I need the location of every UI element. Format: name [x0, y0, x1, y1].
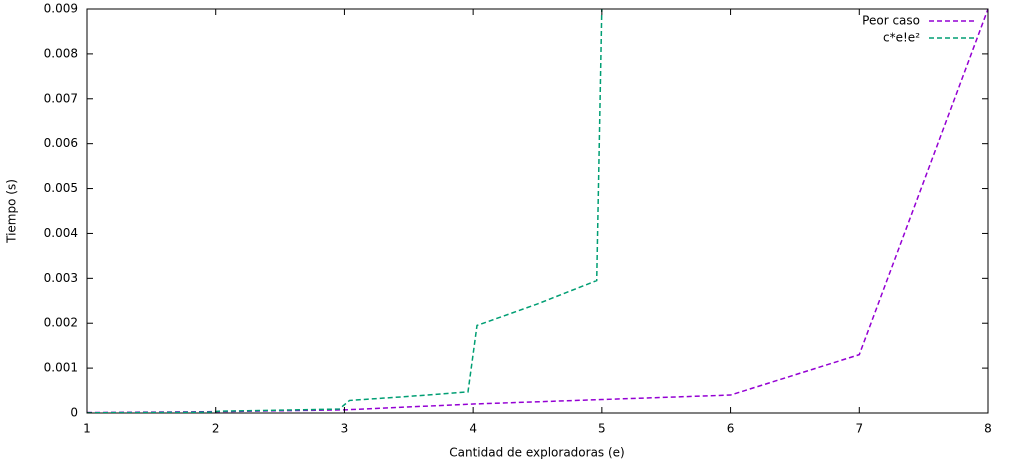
x-axis-label: Cantidad de exploradoras (e): [449, 446, 625, 460]
legend-label: c*e!e²: [883, 31, 920, 45]
y-tick-label: 0: [70, 406, 78, 420]
series-line: [87, 9, 603, 413]
x-tick-label: 7: [855, 422, 863, 436]
x-tick-label: 8: [984, 422, 992, 436]
legend-label: Peor caso: [862, 14, 920, 28]
x-tick-label: 4: [469, 422, 477, 436]
plot-area: [87, 9, 988, 413]
y-axis-label: Tiempo (s): [5, 179, 19, 244]
y-tick-label: 0.005: [44, 181, 78, 195]
x-tick-label: 5: [598, 422, 606, 436]
y-tick-label: 0.004: [44, 226, 78, 240]
series-line: [87, 9, 988, 413]
x-tick-label: 3: [341, 422, 349, 436]
y-tick-label: 0.002: [44, 316, 78, 330]
x-tick-label: 6: [727, 422, 735, 436]
plot-frame: [86, 8, 989, 414]
y-tick-label: 0.008: [44, 46, 78, 60]
y-tick-label: 0.003: [44, 271, 78, 285]
y-tick-label: 0.001: [44, 361, 78, 375]
y-tick-label: 0.006: [44, 136, 78, 150]
y-tick-label: 0.007: [44, 91, 78, 105]
y-tick-label: 0.009: [44, 2, 78, 16]
x-tick-label: 1: [83, 422, 91, 436]
x-tick-label: 2: [212, 422, 220, 436]
